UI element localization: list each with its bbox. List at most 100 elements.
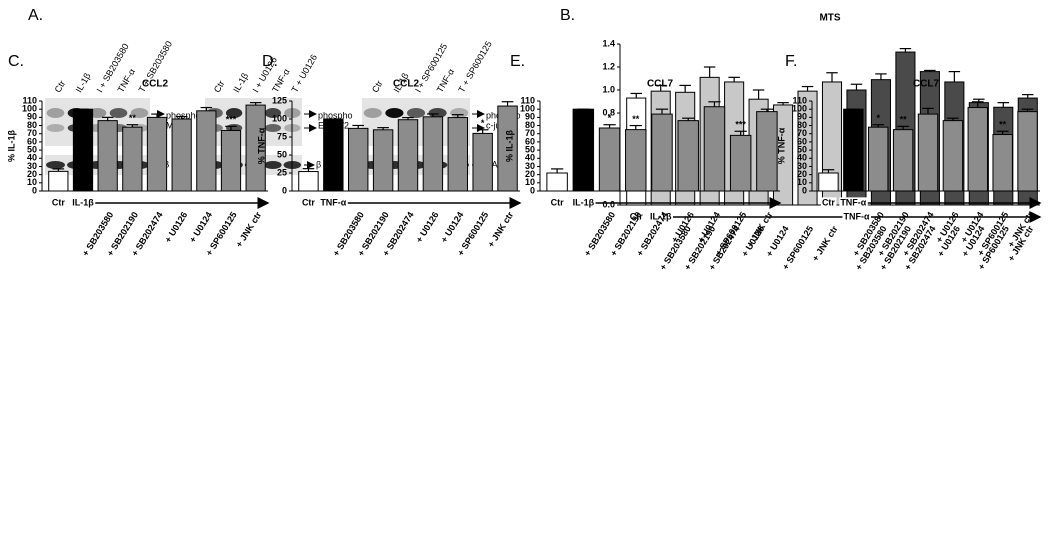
label-background	[571, 197, 596, 208]
y-tick-label: 20	[27, 169, 37, 179]
bar	[818, 172, 839, 192]
label-background	[50, 197, 67, 208]
band	[225, 108, 243, 118]
bar	[843, 108, 864, 192]
significance: ***	[735, 120, 746, 130]
y-axis-label: % IL-1β	[504, 129, 514, 162]
bar	[546, 172, 568, 192]
bar	[1017, 111, 1038, 192]
y-tick-label: 60	[525, 136, 535, 146]
target-label: phospho	[166, 110, 201, 120]
y-tick-label: 0	[282, 185, 287, 195]
y-tick-label: 0	[32, 185, 37, 195]
label-background	[820, 197, 837, 208]
lane-label: T + SP600125	[456, 39, 493, 94]
bar	[372, 129, 394, 192]
bar	[146, 116, 168, 192]
bar	[323, 118, 344, 192]
bar	[572, 108, 595, 192]
band	[46, 161, 65, 169]
y-tick-label: 1.4	[602, 38, 615, 48]
y-tick-label: 30	[797, 161, 807, 171]
lane-label: TNF-α	[435, 67, 457, 94]
band	[46, 124, 65, 132]
bar	[917, 113, 939, 192]
bar	[122, 126, 143, 192]
chart-title: MTS	[819, 13, 840, 24]
panel-label: E.	[510, 53, 525, 70]
bar	[703, 106, 726, 192]
bar	[472, 132, 493, 192]
chart-title: CCL7	[647, 79, 674, 90]
x-tick-label: + U0124	[439, 210, 466, 244]
bar	[992, 134, 1013, 192]
significance: *	[481, 118, 485, 128]
label-background	[71, 197, 96, 208]
lane-label: IL-1β	[74, 71, 93, 94]
lane-label: IL-1β	[231, 71, 250, 94]
bar	[72, 108, 94, 192]
y-tick-label: 0.0	[602, 199, 615, 209]
bar	[171, 118, 192, 192]
chart-title: CCL2	[393, 79, 420, 90]
y-tick-label: 70	[797, 128, 807, 138]
panel-label: B.	[560, 7, 575, 24]
y-tick-label: 30	[27, 161, 37, 171]
target-label: phospho	[318, 110, 353, 120]
significance: *	[876, 113, 880, 123]
bar	[625, 129, 647, 192]
bar	[942, 120, 964, 192]
y-tick-label: 0	[802, 185, 807, 195]
x-tick-label: + U0126	[414, 210, 441, 244]
bar	[868, 126, 889, 192]
panel-label: A.	[28, 7, 43, 24]
x-tick-label: TNF-α	[843, 211, 869, 221]
band	[46, 108, 65, 118]
y-tick-label: 1.0	[602, 84, 615, 94]
y-tick-label: 110	[792, 95, 807, 105]
significance: ***	[226, 115, 237, 125]
band	[130, 108, 149, 118]
bar	[422, 116, 444, 192]
band	[264, 124, 282, 132]
band	[264, 108, 282, 118]
bar	[48, 170, 69, 192]
x-tick-label: TNF-α	[840, 197, 866, 207]
label-background	[648, 211, 673, 222]
chart-title: CCL2	[142, 79, 169, 90]
y-axis-label: % TNF-α	[256, 127, 266, 164]
lane-label: T + U0126	[289, 53, 319, 94]
band	[385, 108, 404, 118]
bar	[348, 127, 369, 192]
bar	[196, 110, 217, 192]
label-background	[628, 211, 645, 222]
band	[264, 161, 282, 169]
label-background	[300, 197, 317, 208]
chart-title: CCL7	[913, 79, 940, 90]
band	[363, 108, 382, 118]
bar	[298, 171, 319, 192]
bar	[651, 113, 673, 192]
y-tick-label: 100	[272, 113, 287, 123]
bar	[598, 127, 621, 192]
bar	[397, 119, 419, 192]
y-tick-label: 70	[27, 128, 37, 138]
x-tick-label: IL-1β	[573, 197, 595, 207]
y-tick-label: 10	[525, 177, 535, 187]
label-background	[839, 197, 868, 208]
y-tick-label: 1.2	[602, 61, 615, 71]
y-tick-label: 110	[22, 95, 37, 105]
y-tick-label: 125	[272, 95, 287, 105]
band	[109, 108, 128, 118]
bar	[892, 129, 914, 192]
bar	[447, 117, 468, 192]
label-background	[842, 211, 871, 222]
y-tick-label: 30	[525, 161, 535, 171]
lane-label: Ctr	[53, 79, 68, 94]
y-tick-label: 0	[530, 185, 535, 195]
panel-label: C.	[8, 53, 24, 70]
y-tick-label: 70	[525, 128, 535, 138]
y-tick-label: 40	[27, 153, 37, 163]
band	[450, 108, 469, 118]
y-tick-label: 50	[797, 144, 807, 154]
